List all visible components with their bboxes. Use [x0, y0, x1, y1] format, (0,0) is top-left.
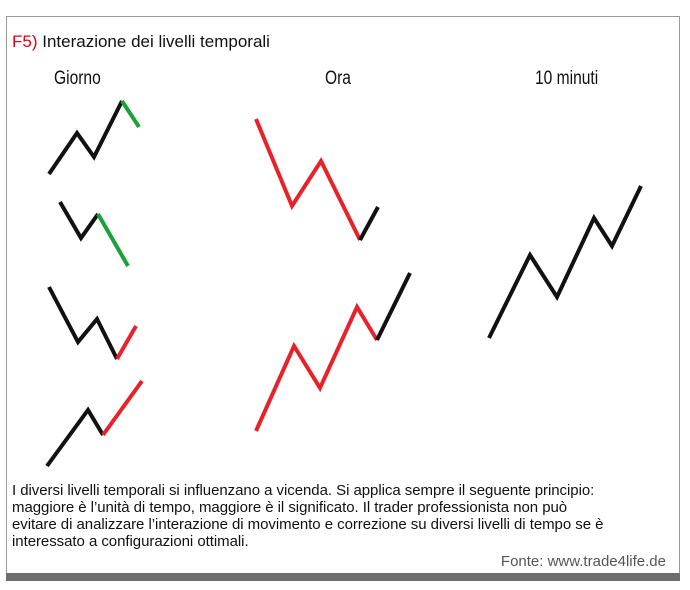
giorno-1-impulse-segment	[47, 100, 124, 176]
ora-1-decline-segment	[254, 118, 362, 241]
giorno-1-correction-segment	[120, 99, 141, 129]
giorno-2-impulse-segment	[58, 200, 100, 242]
ora-2-rise-segment	[254, 302, 379, 432]
ora-2-continuation-segment	[375, 272, 412, 341]
caption-line: interessato a configurazioni ottimali.	[12, 533, 249, 550]
column-label-giorno: Giorno	[54, 68, 101, 89]
figure-code: F5)	[12, 32, 38, 51]
column-label-ora: Ora	[325, 68, 351, 89]
bottom-rule	[6, 573, 680, 581]
source-credit: Fonte: www.trade4life.de	[500, 553, 666, 570]
dieci-minuti-rise-segment	[487, 185, 643, 339]
caption-line: I diversi livelli temporali si influenza…	[12, 482, 595, 499]
giorno-3-rebound-segment	[115, 325, 138, 360]
giorno-4-continuation-segment	[101, 379, 144, 437]
giorno-4-rise-segment	[45, 406, 105, 468]
giorno-2-correction-segment	[96, 213, 130, 267]
column-label-10-minuti: 10 minuti	[535, 68, 599, 89]
figure-title-text: Interazione dei livelli temporali	[42, 32, 270, 51]
ora-1-rebound-segment	[358, 206, 380, 241]
caption-line: evitare di analizzare l’interazione di m…	[12, 516, 604, 533]
figure-title: F5) Interazione dei livelli temporali	[12, 32, 270, 52]
giorno-3-decline-segment	[47, 286, 119, 360]
caption-line: maggiore è l’unità di tempo, maggiore è …	[12, 499, 568, 516]
figure-caption: I diversi livelli temporali si influenza…	[12, 482, 672, 550]
